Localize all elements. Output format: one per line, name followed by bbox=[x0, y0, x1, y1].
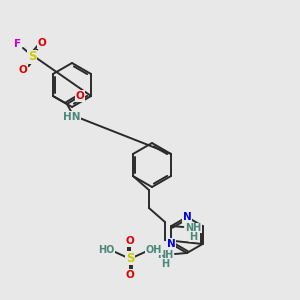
Text: S: S bbox=[126, 251, 134, 265]
Text: N: N bbox=[167, 239, 176, 249]
Text: HO: HO bbox=[98, 245, 114, 255]
Text: O: O bbox=[126, 236, 134, 246]
Text: F: F bbox=[14, 39, 22, 49]
Text: O: O bbox=[126, 270, 134, 280]
Text: O: O bbox=[38, 38, 46, 48]
Text: S: S bbox=[28, 50, 36, 64]
Text: NH: NH bbox=[157, 250, 173, 260]
Text: N: N bbox=[183, 212, 191, 222]
Text: OH: OH bbox=[146, 245, 162, 255]
Text: NH: NH bbox=[185, 223, 202, 233]
Text: O: O bbox=[76, 91, 84, 101]
Text: HN: HN bbox=[63, 112, 81, 122]
Text: O: O bbox=[19, 65, 27, 75]
Text: H: H bbox=[161, 259, 169, 269]
Text: H: H bbox=[189, 232, 197, 242]
